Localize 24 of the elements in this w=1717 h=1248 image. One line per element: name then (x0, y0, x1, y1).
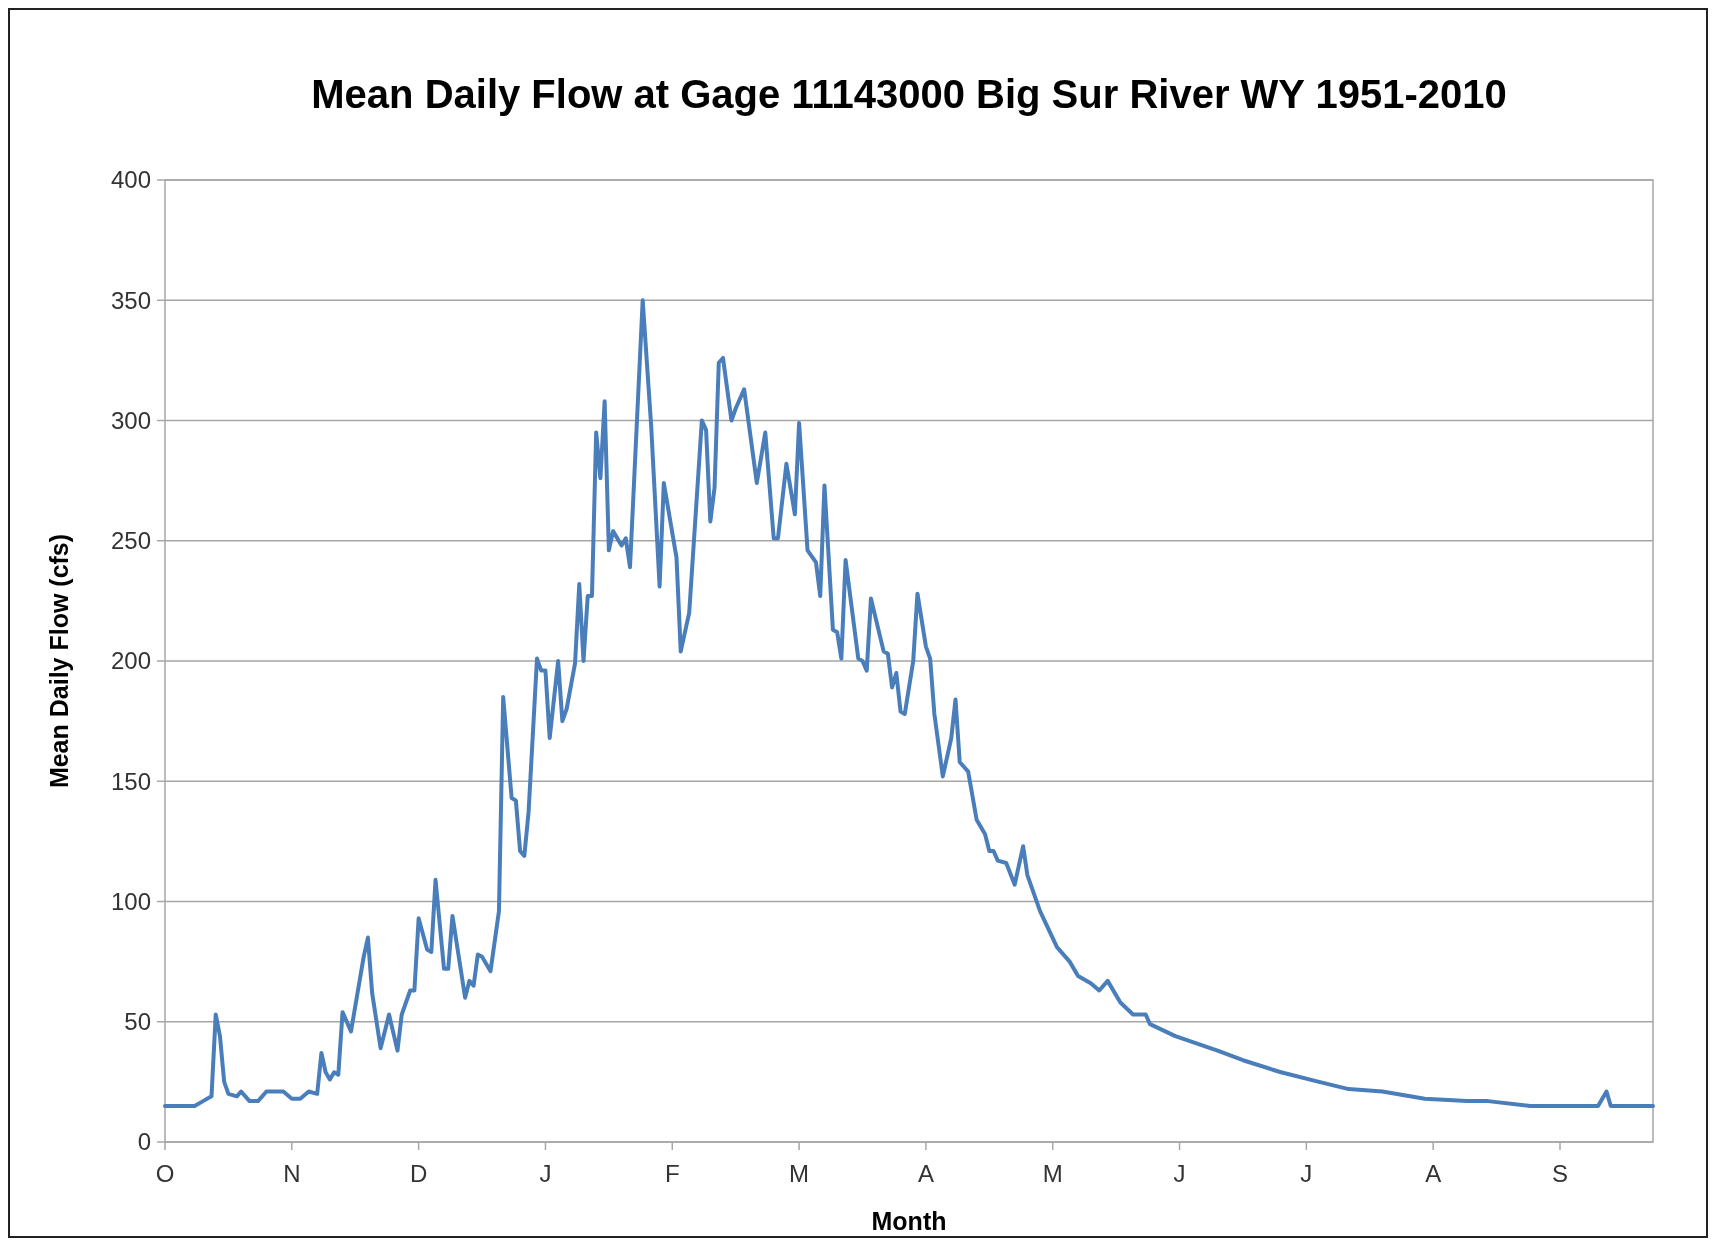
y-tick-label: 0 (137, 1128, 151, 1156)
y-tick-label: 400 (110, 166, 151, 194)
x-tick-label: A (917, 1160, 934, 1187)
y-tick-label: 100 (110, 887, 151, 915)
x-tick-label: D (409, 1160, 428, 1187)
y-tick-label: 250 (110, 527, 151, 555)
y-tick-label: 150 (110, 767, 151, 795)
x-tick-label: J (539, 1160, 552, 1187)
x-tick-label: N (283, 1160, 301, 1187)
chart-title: Mean Daily Flow at Gage 11143000 Big Sur River WY 1951-2010 (311, 72, 1507, 116)
x-tick-label: O (155, 1160, 175, 1187)
x-tick-label: A (1425, 1160, 1442, 1187)
y-tick-label: 50 (124, 1008, 151, 1036)
x-tick-label: F (664, 1160, 680, 1187)
x-tick-label: J (1173, 1160, 1186, 1187)
x-tick-label: M (1042, 1160, 1063, 1187)
y-axis-title: Mean Daily Flow (cfs) (45, 533, 73, 789)
x-tick-label: J (1300, 1160, 1313, 1187)
x-tick-label: S (1551, 1160, 1569, 1187)
y-tick-label: 300 (110, 406, 151, 434)
y-tick-label: 350 (110, 286, 151, 314)
y-tick-label: 200 (110, 647, 151, 675)
x-axis-title: Month (871, 1207, 947, 1235)
x-tick-label: M (789, 1160, 810, 1187)
